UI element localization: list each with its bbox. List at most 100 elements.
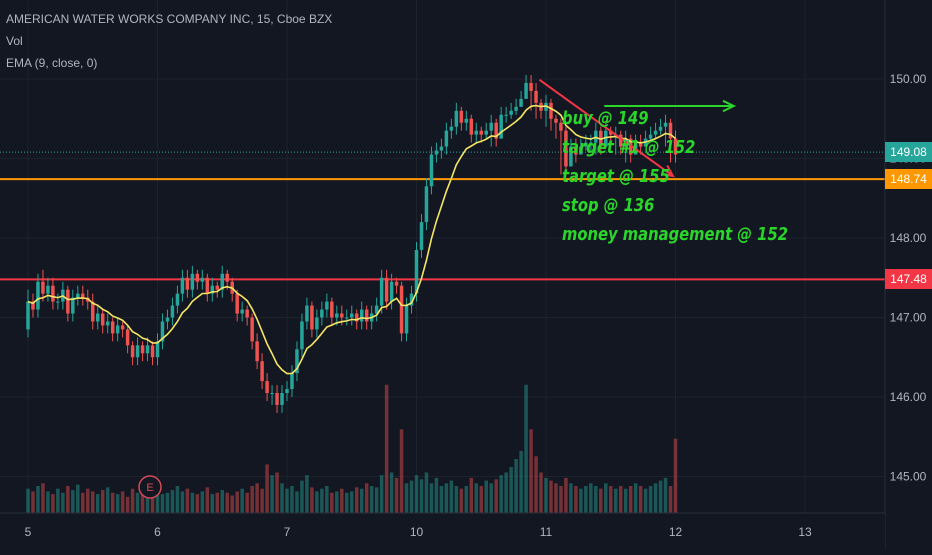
- ema-indicator-label[interactable]: EMA (9, close, 0): [6, 56, 98, 70]
- candle-body: [81, 293, 85, 298]
- volume-bar: [305, 475, 309, 513]
- volume-bar: [315, 491, 319, 513]
- candle-body: [160, 321, 165, 342]
- volume-bar: [648, 486, 653, 513]
- volume-bar: [275, 472, 279, 513]
- time-scale[interactable]: [0, 513, 885, 550]
- volume-bar: [604, 483, 608, 513]
- time-tick-label: 13: [798, 525, 812, 539]
- volume-bar: [210, 494, 215, 513]
- candle-body: [609, 130, 613, 135]
- candle-body: [529, 82, 533, 91]
- candle-body: [479, 130, 483, 135]
- candle-body: [419, 222, 424, 250]
- candle-body: [165, 317, 170, 322]
- candle-body: [95, 313, 100, 322]
- price-tag-last: 149.08: [885, 142, 932, 163]
- volume-bar: [384, 384, 389, 513]
- volume-bar: [439, 486, 444, 513]
- volume-bar: [125, 496, 130, 513]
- volume-bar: [320, 488, 324, 513]
- candle-body: [235, 293, 239, 314]
- horizontal-price-lines: [0, 151, 885, 281]
- candle-body: [310, 305, 314, 330]
- volume-bar: [584, 486, 588, 513]
- volume-bar: [91, 491, 95, 513]
- candle-body: [46, 285, 50, 294]
- candle-body: [554, 118, 558, 123]
- candle-body: [71, 297, 75, 314]
- volume-bar: [140, 494, 145, 513]
- price-tag-red-line: 147.48: [885, 269, 932, 290]
- candle-body: [320, 309, 324, 318]
- volume-bar: [638, 486, 643, 513]
- volume-bar: [61, 492, 65, 513]
- volume-bar: [474, 483, 479, 513]
- volume-bar: [205, 487, 210, 513]
- candle-body: [618, 134, 623, 147]
- candle-body: [374, 305, 379, 314]
- candle-body: [305, 305, 309, 322]
- time-tick-label: 11: [540, 525, 553, 539]
- candle-body: [135, 345, 140, 358]
- candle-body: [26, 301, 30, 330]
- candle-body: [190, 273, 195, 290]
- candle-body: [180, 277, 185, 294]
- volume-bar: [56, 488, 60, 513]
- candle-body: [130, 345, 135, 358]
- volume-indicator-label[interactable]: Vol: [6, 34, 23, 48]
- volume-bar: [628, 486, 633, 513]
- candle-body: [534, 90, 538, 103]
- candle-body: [170, 305, 175, 318]
- candle-body: [340, 313, 344, 318]
- volume-bar: [534, 456, 538, 513]
- candle-body: [524, 82, 528, 99]
- candle-body: [379, 277, 384, 306]
- volume-bar: [265, 464, 269, 513]
- candle-body: [604, 130, 608, 147]
- volume-bar: [185, 488, 190, 513]
- volume-bar: [609, 486, 613, 513]
- candle-body: [354, 313, 359, 322]
- candle-body: [115, 325, 120, 334]
- candle-body: [464, 118, 469, 123]
- volume-bar: [325, 486, 329, 513]
- volume-bar: [564, 477, 568, 513]
- note-target-2: target @ 155: [562, 166, 670, 187]
- volume-bar: [36, 486, 40, 513]
- time-tick-label: 10: [410, 525, 424, 539]
- candle-body: [76, 293, 80, 298]
- candle-body: [414, 249, 419, 294]
- candle-body: [255, 341, 259, 362]
- candle-body: [270, 393, 274, 395]
- volume-bar: [504, 472, 508, 513]
- symbol-title[interactable]: AMERICAN WATER WORKS COMPANY INC, 15, Cb…: [6, 12, 333, 26]
- price-tick-label: 146.00: [890, 390, 927, 404]
- candle-body: [494, 122, 498, 139]
- candle-body: [359, 309, 364, 322]
- earnings-marker[interactable]: E: [138, 475, 162, 499]
- candle-body: [499, 114, 503, 139]
- time-tick-label: 7: [284, 525, 291, 539]
- volume-bar: [270, 475, 274, 513]
- candle-body: [145, 345, 150, 354]
- candle-body: [345, 317, 349, 319]
- volume-bar: [180, 491, 185, 513]
- trend-arrow-head: [722, 99, 737, 113]
- volume-bar: [155, 491, 160, 513]
- volume-bar: [100, 490, 105, 513]
- candle-body: [31, 301, 35, 310]
- volume-bar: [145, 486, 150, 513]
- time-tick-label: 6: [154, 525, 161, 539]
- ema-line: [27, 104, 676, 375]
- note-money-management: money management @ 152: [562, 224, 788, 245]
- volume-bar: [424, 472, 429, 513]
- candle-body: [384, 277, 389, 302]
- candle-body: [260, 361, 264, 382]
- candle-body: [265, 381, 269, 394]
- volume-bar: [389, 472, 394, 513]
- volume-bar: [549, 480, 553, 513]
- volume-bar: [310, 487, 314, 513]
